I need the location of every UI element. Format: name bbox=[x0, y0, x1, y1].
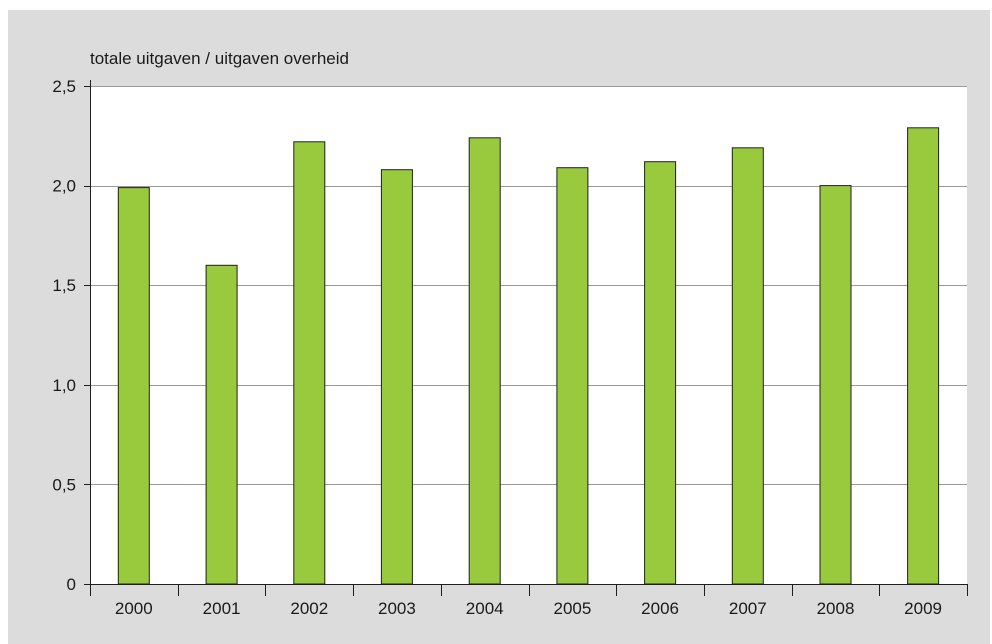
x-tick-label: 2006 bbox=[641, 599, 679, 618]
x-tick-label: 2001 bbox=[203, 599, 241, 618]
x-tick-label: 2004 bbox=[466, 599, 504, 618]
y-tick-label: 2,0 bbox=[52, 177, 76, 196]
bar-2009 bbox=[907, 127, 940, 585]
axes bbox=[84, 80, 968, 596]
x-tick-label: 2007 bbox=[729, 599, 767, 618]
x-tick-labels: 2000 2001 2002 2003 2004 2005 2006 2007 2008 2009 bbox=[115, 599, 942, 618]
chart-panel: totale uitgaven / uitgaven overheid 0 0,5… bbox=[8, 10, 990, 644]
bar-2004 bbox=[468, 137, 501, 585]
bar-2001 bbox=[205, 264, 238, 585]
y-tick-label: 1,5 bbox=[52, 276, 76, 295]
x-tick-label: 2000 bbox=[115, 599, 153, 618]
x-tick-label: 2003 bbox=[378, 599, 416, 618]
y-axis-label: totale uitgaven / uitgaven overheid bbox=[90, 49, 349, 68]
bar-2002 bbox=[293, 141, 326, 585]
y-tick-label: 0 bbox=[67, 575, 76, 594]
bar-2003 bbox=[380, 169, 413, 585]
x-tick-label: 2005 bbox=[553, 599, 591, 618]
bar-chart: totale uitgaven / uitgaven overheid 0 0,5… bbox=[52, 49, 968, 618]
x-tick-label: 2008 bbox=[817, 599, 855, 618]
bar-2007 bbox=[731, 147, 764, 585]
bar-2000 bbox=[117, 187, 150, 585]
y-tick-label: 2,5 bbox=[52, 77, 76, 96]
bar-2005 bbox=[556, 167, 589, 585]
bar-2006 bbox=[644, 161, 677, 585]
y-tick-labels: 0 0,5 1,0 1,5 2,0 2,5 bbox=[52, 77, 76, 594]
x-tick-label: 2002 bbox=[290, 599, 328, 618]
bar-2008 bbox=[819, 185, 852, 585]
bars bbox=[117, 127, 940, 585]
y-tick-label: 0,5 bbox=[52, 475, 76, 494]
y-tick-label: 1,0 bbox=[52, 376, 76, 395]
x-tick-label: 2009 bbox=[904, 599, 942, 618]
